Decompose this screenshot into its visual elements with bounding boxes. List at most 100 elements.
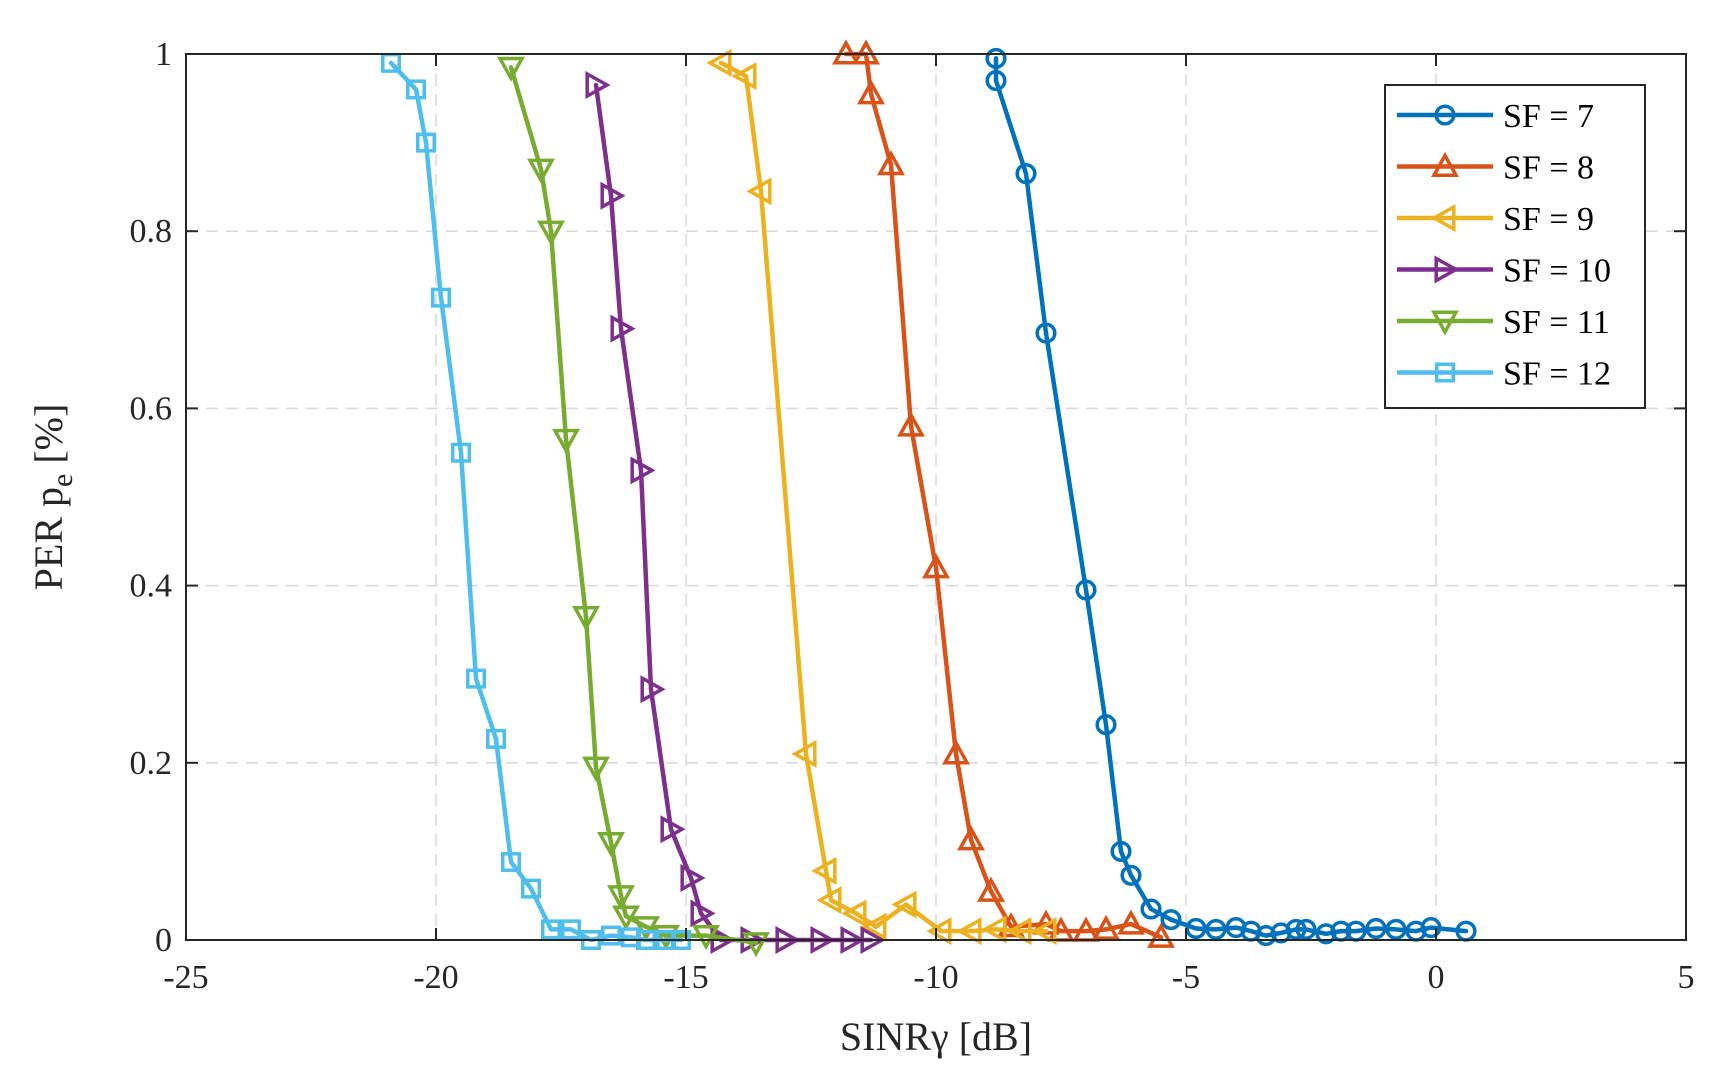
- data-point: [1095, 714, 1117, 736]
- series-line: [508, 65, 759, 945]
- legend-marker: [1431, 151, 1459, 178]
- data-point: [956, 917, 982, 946]
- data-point: [600, 181, 626, 210]
- data-point: [610, 314, 636, 343]
- data-point: [891, 890, 917, 919]
- data-point: [431, 287, 451, 308]
- data-point: [1205, 918, 1227, 940]
- data-point: [1006, 917, 1032, 946]
- data-point: [1420, 917, 1442, 939]
- data-point: [1031, 917, 1057, 946]
- data-point: [451, 442, 471, 463]
- data-point: [1035, 322, 1057, 344]
- legend-label: SF = 12: [1503, 356, 1611, 393]
- data-point: [857, 79, 885, 105]
- axis-ticks: -25 -20 -15 -10 -5 0 5 0 0.2 0.4 0.6 0.8 1: [130, 36, 1695, 996]
- data-point: [582, 756, 610, 782]
- data-point: [1120, 864, 1142, 886]
- data-point: [660, 815, 686, 844]
- data-point: [612, 905, 640, 931]
- legend-box: [1384, 84, 1646, 409]
- data-point: [630, 456, 656, 485]
- data-point: [957, 825, 985, 851]
- data-point: [541, 919, 561, 940]
- data-point: [521, 878, 541, 899]
- data-point: [1140, 898, 1162, 920]
- data-point: [486, 728, 506, 749]
- data-point: [572, 606, 600, 632]
- y-tick-label: 0.8: [130, 213, 173, 250]
- data-point: [1255, 925, 1277, 947]
- series-sf-9: [706, 48, 1057, 946]
- data-point: [1110, 840, 1132, 862]
- legend-marker: [1431, 310, 1459, 336]
- data-point: [607, 885, 635, 911]
- data-point: [811, 856, 837, 885]
- y-tick-label: 1: [155, 36, 172, 73]
- legend-item: SF = 9: [1397, 201, 1594, 238]
- data-point: [985, 47, 1007, 69]
- data-point: [746, 177, 772, 206]
- series-line: [843, 51, 1164, 940]
- y-axis-label-main: PER p: [26, 487, 71, 590]
- x-tick-label: 5: [1678, 959, 1695, 996]
- legend-label: SF = 10: [1503, 253, 1611, 290]
- data-point: [497, 56, 525, 82]
- legend-item: SF = 10: [1397, 253, 1611, 290]
- data-point: [1092, 914, 1120, 940]
- y-tick-label: 0.6: [130, 390, 173, 427]
- data-point: [1295, 918, 1317, 940]
- data-point: [527, 158, 555, 184]
- data-point: [406, 79, 426, 100]
- legend-label: SF = 9: [1503, 201, 1594, 238]
- data-point: [1385, 918, 1407, 940]
- legend: SF = 7 SF = 8 SF = 9 SF = 10 SF = 11 SF = 12: [1384, 84, 1646, 409]
- x-tick-label: -15: [663, 959, 708, 996]
- legend-item: SF = 7: [1397, 98, 1594, 135]
- data-point: [1365, 917, 1387, 940]
- data-point: [1160, 909, 1182, 931]
- data-point: [1285, 918, 1307, 940]
- x-tick-label: -5: [1172, 959, 1200, 996]
- data-point: [561, 919, 581, 940]
- data-point: [985, 70, 1007, 92]
- data-point: [1147, 922, 1175, 948]
- legend-marker: [1434, 104, 1456, 126]
- data-point: [852, 39, 880, 65]
- y-tick-label: 0.4: [130, 568, 173, 605]
- data-point: [926, 917, 952, 946]
- data-point: [832, 39, 860, 65]
- data-point: [501, 852, 521, 873]
- legend-marker: [1434, 255, 1460, 284]
- data-point: [861, 912, 887, 941]
- data-point: [942, 739, 970, 765]
- data-point: [742, 932, 770, 958]
- x-axis-label: SINRγ [dB]: [840, 1014, 1032, 1059]
- data-point: [1015, 163, 1037, 185]
- data-point: [692, 925, 720, 951]
- data-point: [585, 71, 611, 99]
- legend-marker: [1430, 204, 1456, 232]
- y-axis-label-subscript: e: [46, 474, 79, 487]
- data-point: [690, 899, 716, 928]
- data-point: [1075, 579, 1097, 601]
- y-tick-label: 0: [155, 922, 172, 959]
- y-axis-label-unit: [%]: [26, 404, 71, 474]
- data-point: [877, 150, 905, 176]
- data-point: [977, 876, 1005, 902]
- data-point: [640, 675, 666, 704]
- legend-label: SF = 7: [1503, 98, 1594, 135]
- data-point: [981, 915, 1007, 944]
- data-point: [1117, 909, 1145, 935]
- data-point: [680, 864, 706, 892]
- data-point: [597, 831, 625, 858]
- data-point: [706, 48, 732, 77]
- x-tick-label: -25: [163, 959, 208, 996]
- legend-item: SF = 8: [1397, 150, 1594, 187]
- legend-label: SF = 11: [1503, 304, 1610, 341]
- data-point: [841, 899, 867, 928]
- legend-item: SF = 12: [1397, 356, 1611, 393]
- y-axis-label: PER pe [%]: [26, 404, 79, 591]
- x-tick-label: -20: [413, 959, 458, 996]
